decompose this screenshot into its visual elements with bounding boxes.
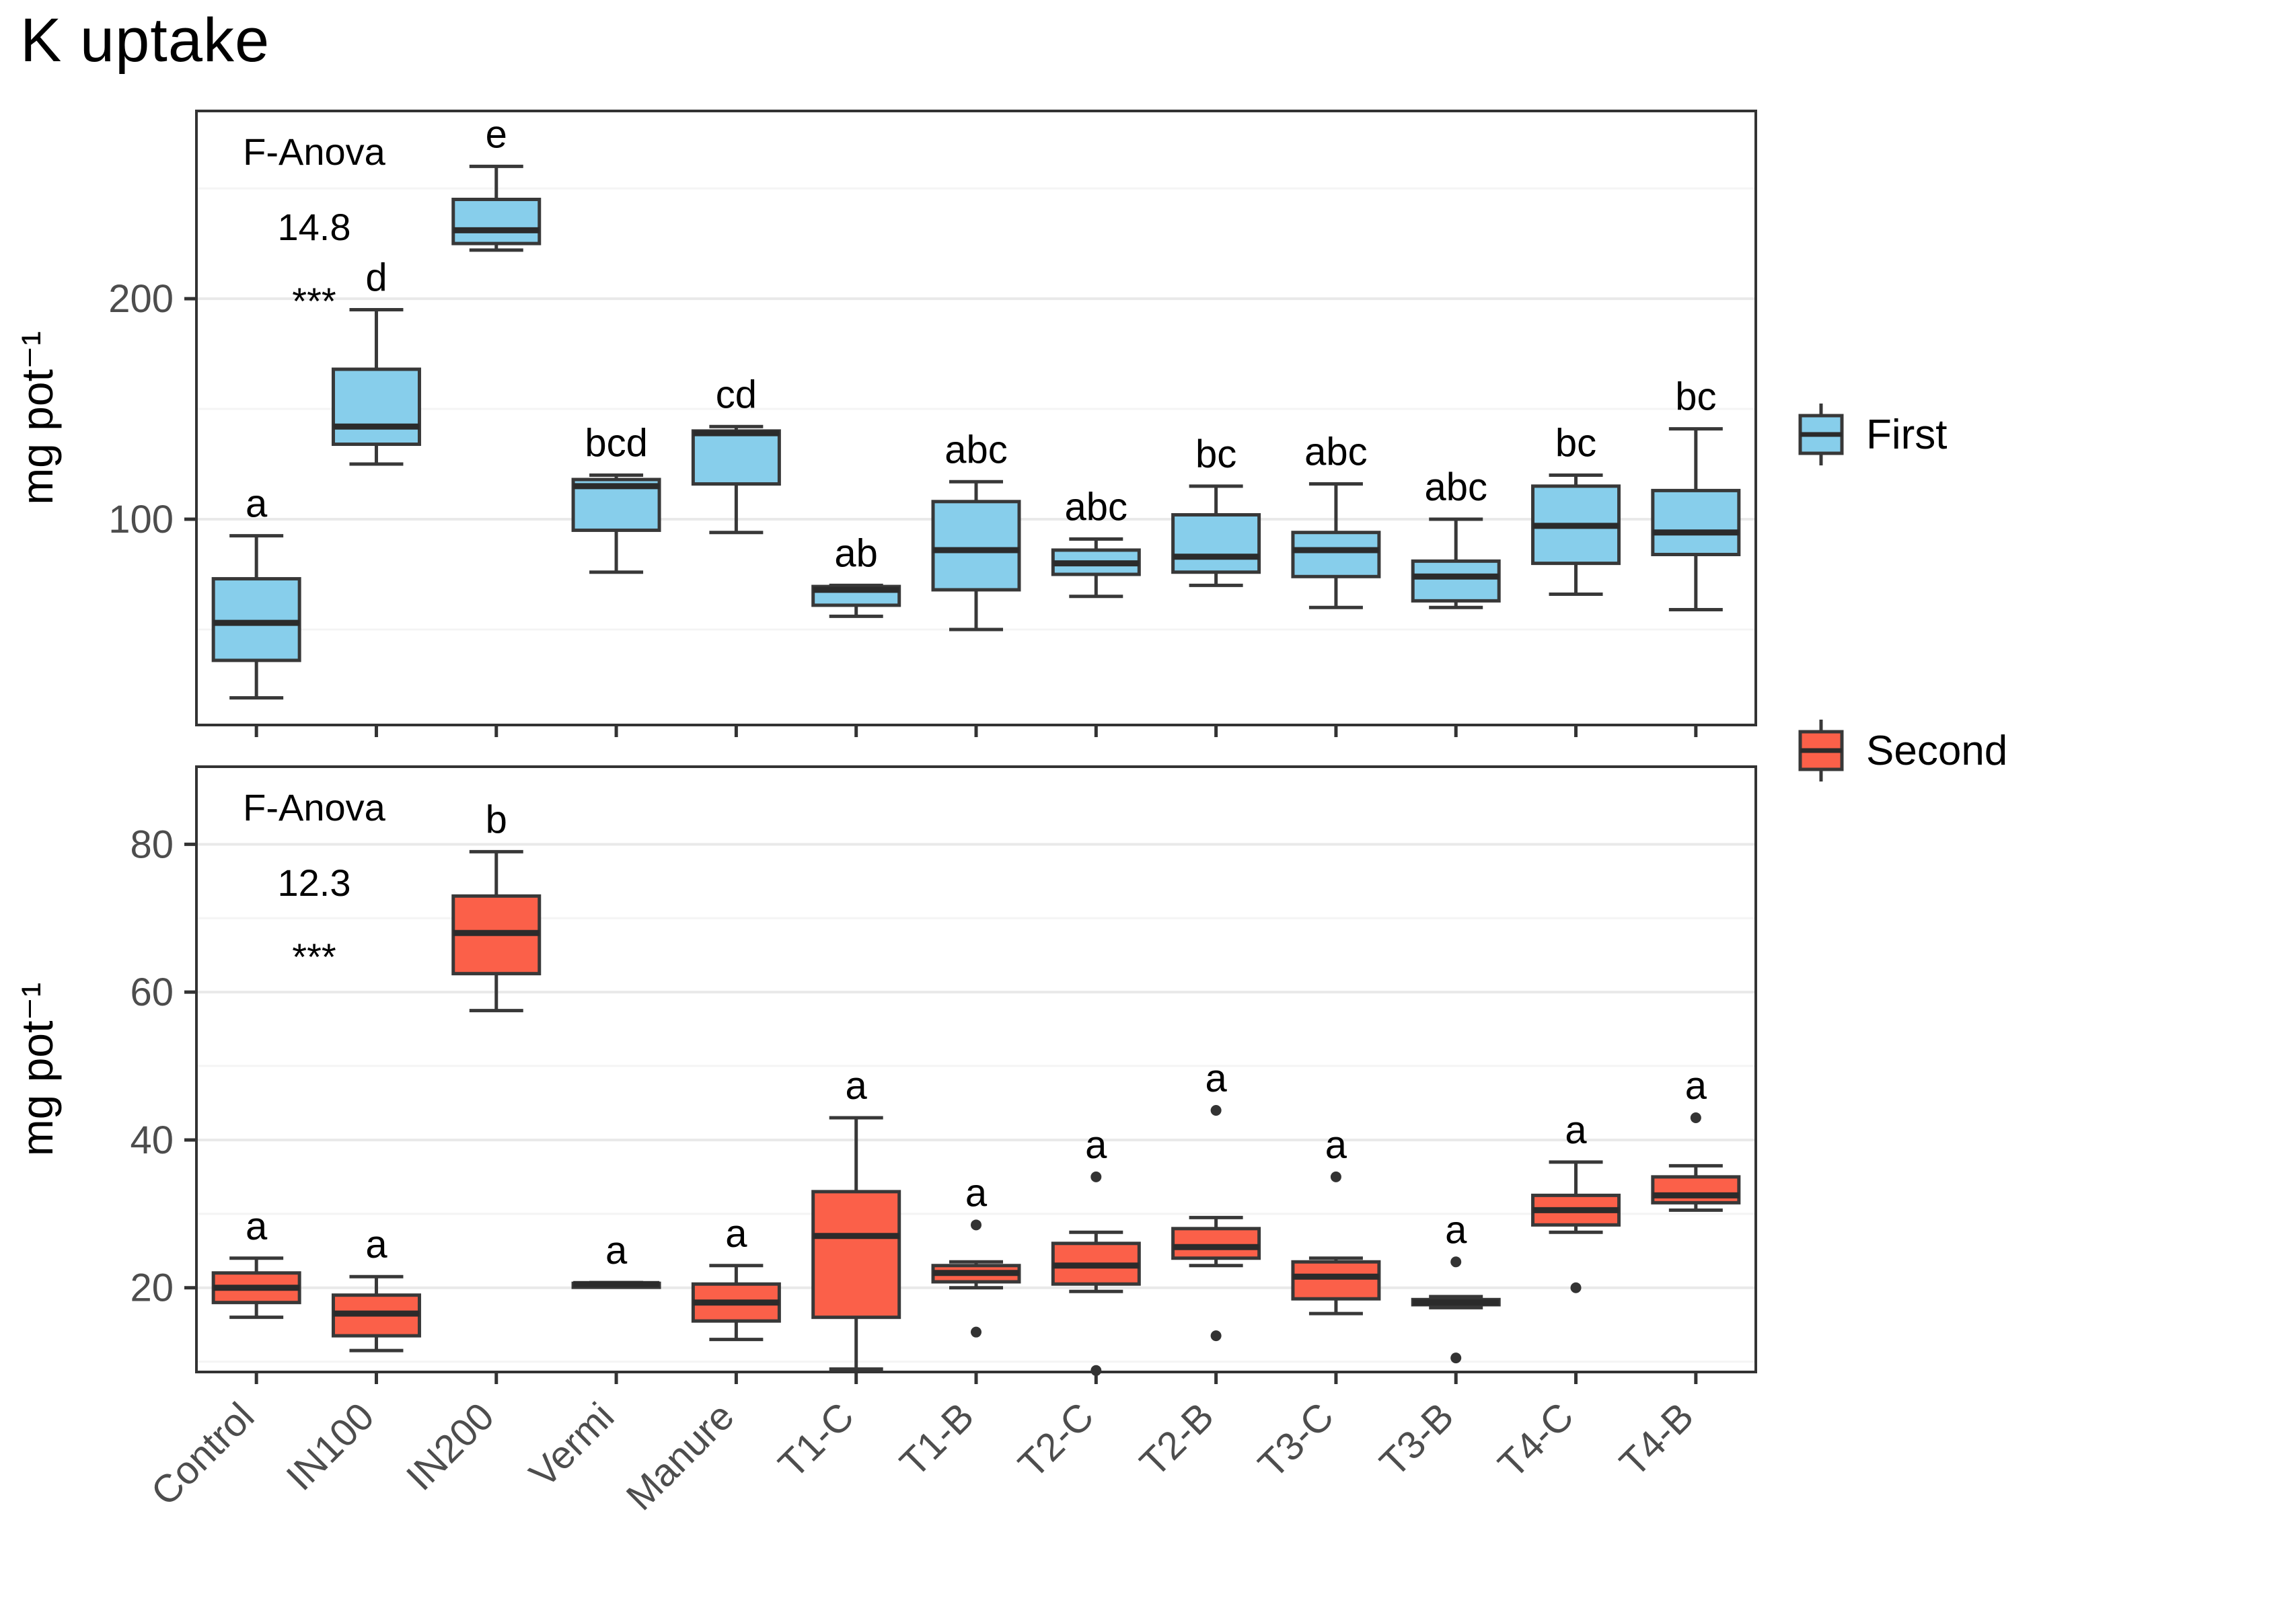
svg-text:Control: Control xyxy=(143,1394,262,1514)
svg-text:e: e xyxy=(486,112,507,156)
svg-text:F-Anova: F-Anova xyxy=(243,786,385,829)
svg-text:a: a xyxy=(1325,1123,1347,1167)
svg-text:d: d xyxy=(365,256,387,299)
svg-text:abc: abc xyxy=(1065,486,1128,529)
svg-text:a: a xyxy=(846,1064,868,1108)
svg-text:F-Anova: F-Anova xyxy=(243,130,385,173)
svg-text:80: 80 xyxy=(130,823,174,866)
svg-text:T3-C: T3-C xyxy=(1250,1394,1342,1486)
svg-text:bc: bc xyxy=(1555,421,1596,465)
svg-text:a: a xyxy=(725,1212,747,1256)
svg-text:cd: cd xyxy=(716,373,757,416)
svg-text:60: 60 xyxy=(130,970,174,1014)
svg-text:T4-C: T4-C xyxy=(1490,1394,1582,1486)
svg-text:a: a xyxy=(605,1229,628,1272)
svg-text:***: *** xyxy=(292,936,336,978)
svg-text:IN200: IN200 xyxy=(398,1394,503,1498)
svg-text:a: a xyxy=(1085,1123,1107,1167)
svg-text:a: a xyxy=(1565,1108,1587,1152)
svg-text:ab: ab xyxy=(834,531,878,575)
svg-text:100: 100 xyxy=(108,498,174,541)
svg-text:a: a xyxy=(1205,1057,1227,1100)
svg-text:bc: bc xyxy=(1675,375,1716,419)
svg-text:40: 40 xyxy=(130,1118,174,1162)
svg-text:mg pot⁻¹: mg pot⁻¹ xyxy=(12,983,62,1157)
svg-text:Manure: Manure xyxy=(618,1394,743,1519)
svg-text:IN100: IN100 xyxy=(278,1394,382,1498)
svg-text:20: 20 xyxy=(130,1266,174,1310)
svg-text:***: *** xyxy=(292,280,336,322)
svg-text:bcd: bcd xyxy=(585,421,648,465)
svg-text:bc: bc xyxy=(1195,432,1236,476)
svg-text:a: a xyxy=(365,1223,387,1266)
svg-text:T2-B: T2-B xyxy=(1132,1394,1222,1485)
svg-text:a: a xyxy=(246,482,268,526)
svg-text:a: a xyxy=(1445,1208,1467,1252)
svg-text:Vermi: Vermi xyxy=(521,1394,622,1496)
svg-text:abc: abc xyxy=(945,428,1008,471)
svg-text:T1-C: T1-C xyxy=(770,1394,862,1486)
svg-text:a: a xyxy=(1685,1064,1707,1108)
svg-text:mg pot⁻¹: mg pot⁻¹ xyxy=(12,331,62,505)
svg-text:b: b xyxy=(486,798,507,841)
svg-text:T2-C: T2-C xyxy=(1010,1394,1102,1486)
svg-text:a: a xyxy=(965,1171,988,1215)
svg-text:T1-B: T1-B xyxy=(891,1394,982,1485)
svg-text:14.8: 14.8 xyxy=(278,206,351,248)
svg-text:T4-B: T4-B xyxy=(1611,1394,1702,1485)
figure-title: K uptake xyxy=(20,6,270,75)
svg-text:abc: abc xyxy=(1424,465,1487,509)
svg-text:12.3: 12.3 xyxy=(278,862,351,904)
svg-text:abc: abc xyxy=(1304,430,1368,474)
svg-text:a: a xyxy=(246,1205,268,1248)
svg-text:T3-B: T3-B xyxy=(1372,1394,1462,1485)
svg-text:200: 200 xyxy=(108,277,174,321)
